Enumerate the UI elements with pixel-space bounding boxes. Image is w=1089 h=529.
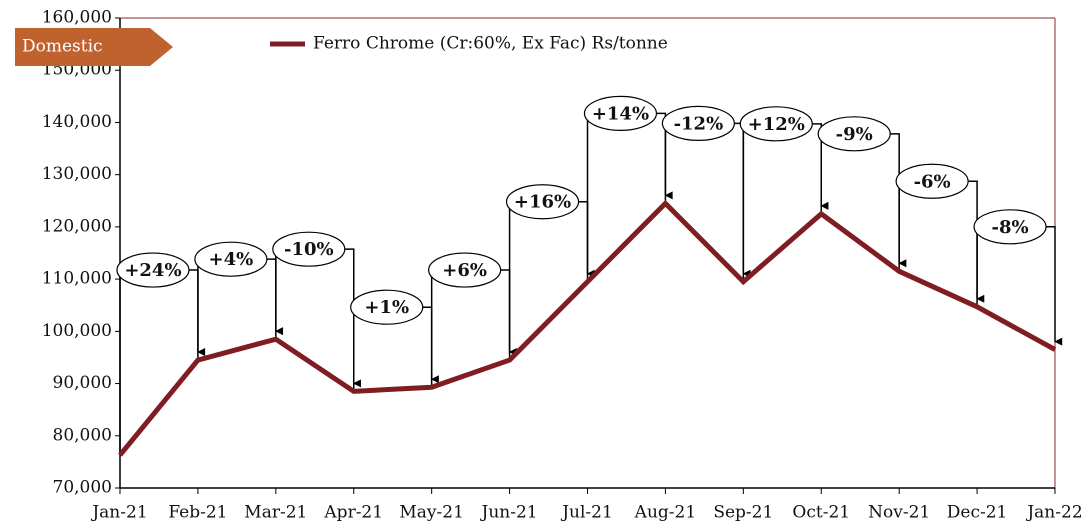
- annotation-bubble: [194, 241, 268, 277]
- annotation-bubble: [973, 209, 1047, 245]
- x-tick-label: Jul-21: [560, 503, 613, 523]
- y-tick-label: 120,000: [42, 216, 112, 236]
- annotation-label: +16%: [514, 192, 571, 213]
- x-tick-label: Dec-21: [947, 503, 1008, 523]
- annotation-label: +24%: [124, 260, 181, 281]
- annotation-connector: [430, 269, 517, 388]
- y-tick-label: 80,000: [53, 425, 112, 445]
- annotation-bubble: [583, 95, 658, 131]
- x-tick-label: Oct-21: [792, 503, 850, 523]
- annotation-bubble: [505, 184, 580, 220]
- x-tick-label: Feb-21: [168, 503, 227, 523]
- x-tick-label: Mar-21: [244, 503, 307, 523]
- annotation-label: -9%: [836, 124, 873, 145]
- badge-label: Domestic: [22, 37, 103, 57]
- y-tick-label: 160,000: [42, 8, 112, 28]
- x-tick-label: Jan-22: [1025, 503, 1082, 523]
- annotation-bubble: [428, 252, 502, 288]
- annotation-label: +12%: [748, 114, 805, 135]
- x-tick-label: Jun-21: [480, 503, 538, 523]
- y-tick-label: 140,000: [42, 112, 112, 132]
- annotation-label: -12%: [674, 113, 724, 134]
- annotation-label: +1%: [364, 297, 409, 318]
- annotation-connector: [586, 112, 673, 282]
- annotation-label: +6%: [442, 260, 487, 281]
- annotation-bubble: [739, 106, 813, 142]
- annotation-connector: [742, 123, 829, 282]
- annotation-bubble: [272, 231, 346, 267]
- annotation-label: +4%: [209, 249, 254, 270]
- annotation-connector: [898, 180, 985, 303]
- annotation-label: +14%: [592, 103, 649, 124]
- annotation-bubble: [895, 163, 969, 199]
- x-tick-label: Apr-21: [323, 503, 383, 523]
- y-tick-label: 130,000: [42, 164, 112, 184]
- annotation-bubble: [661, 105, 735, 141]
- x-tick-label: Nov-21: [868, 503, 930, 523]
- annotation-connector: [508, 200, 595, 361]
- annotation-label: -10%: [284, 239, 334, 260]
- annotation-connector: [119, 269, 206, 456]
- annotation-label: -8%: [991, 217, 1028, 238]
- x-tick-label: Sep-21: [713, 503, 773, 523]
- annotation-connector: [664, 122, 751, 278]
- annotation-bubble: [817, 116, 891, 152]
- series-line: [118, 199, 1057, 457]
- x-tick-label: Jan-21: [90, 503, 147, 523]
- y-tick-label: 70,000: [53, 478, 112, 498]
- y-tick-label: 110,000: [42, 269, 112, 289]
- y-tick-label: 100,000: [42, 321, 112, 341]
- x-tick-label: Aug-21: [634, 503, 696, 523]
- badge-shape: [15, 28, 173, 66]
- y-tick-label: 90,000: [53, 373, 112, 393]
- annotation-bubble: [350, 289, 424, 325]
- annotation-bubble: [116, 252, 190, 288]
- x-tick-label: May-21: [399, 503, 464, 523]
- annotation-label: -6%: [914, 171, 951, 192]
- legend-label: Ferro Chrome (Cr:60%, Ex Fac) Rs/tonne: [313, 34, 668, 54]
